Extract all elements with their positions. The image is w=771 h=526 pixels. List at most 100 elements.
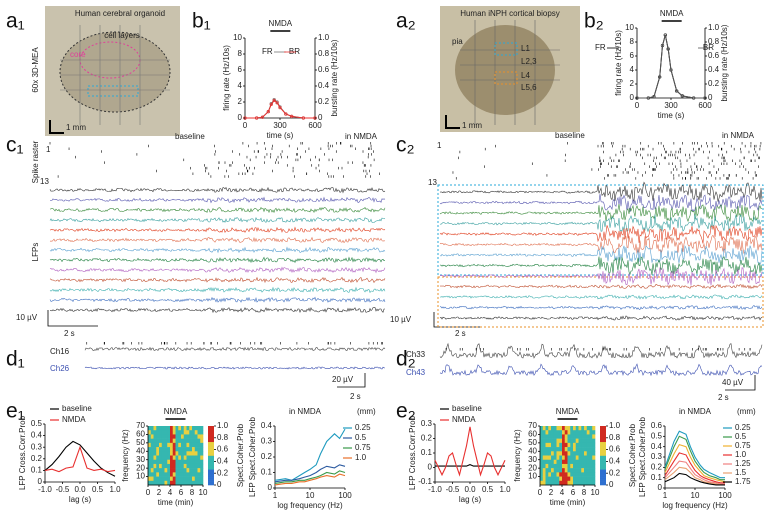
photo-title: Human cerebral organoid: [75, 9, 165, 18]
colorbar-cell: [600, 426, 606, 429]
axis-label: LFPs: [31, 243, 40, 262]
x-tick-label: -0.5: [56, 485, 70, 494]
heatmap-cell: [159, 468, 163, 473]
series-line: [664, 430, 725, 479]
heatmap-cell: [148, 455, 152, 461]
series-line: [637, 34, 705, 99]
heatmap-cell: [559, 442, 563, 448]
heatmap-cell: [548, 468, 552, 473]
heatmap-cell: [189, 451, 193, 456]
heatmap-cell: [551, 451, 555, 456]
heatmap-cell: [551, 472, 555, 477]
heatmap-cell: [164, 451, 168, 456]
colorbar-tick-label: 0.2: [609, 468, 621, 477]
heatmap-cell: [164, 426, 168, 431]
heatmap-cell: [573, 472, 577, 477]
colorbar-tick-label: 0.8: [609, 433, 621, 442]
heatmap-cell: [148, 472, 152, 477]
heatmap-cell: [592, 468, 596, 473]
heatmap-cell: [586, 480, 590, 486]
heatmap-cell: [575, 459, 579, 465]
y-tick-label: 0: [630, 93, 635, 102]
colorbar-cell: [208, 471, 214, 474]
heatmap-cell: [578, 476, 582, 482]
y-tick-label: 0.4: [261, 421, 273, 430]
heatmap-cell: [161, 476, 165, 482]
x-tick-label: 10: [306, 491, 315, 500]
heatmap-cell: [150, 426, 154, 431]
heatmap-cell: [148, 442, 152, 448]
heatmap-cell: [578, 426, 582, 431]
heatmap-cell: [183, 480, 187, 486]
panel-label: d₁: [6, 348, 25, 371]
heatmap-cell: [586, 472, 590, 477]
heatmap-cell: [164, 447, 168, 452]
heatmap-cell: [186, 438, 190, 444]
x-tick-label: 600: [308, 121, 322, 130]
heatmap-cell: [575, 472, 579, 477]
colorbar-cell: [600, 455, 606, 458]
heatmap-cell: [189, 438, 193, 444]
lfp-trace: [439, 294, 763, 300]
y-axis-label: LFP Cross.Corr.Prob: [408, 415, 417, 490]
heatmap-cell: [575, 476, 579, 482]
channel-label: 13: [428, 178, 437, 187]
data-point: [243, 116, 247, 120]
lfp-trace: [439, 181, 763, 202]
heatmap-cell: [553, 426, 557, 431]
heatmap-cell: [192, 476, 196, 482]
scale-bar: [337, 373, 366, 388]
heatmap-cell: [161, 463, 165, 469]
heatmap-cell: [200, 480, 204, 486]
heatmap-cell: [197, 438, 201, 444]
heatmap-cell: [559, 426, 563, 431]
heatmap-cell: [586, 442, 590, 448]
colorbar-tick-label: 0.6: [217, 445, 229, 454]
heatmap-cell: [586, 455, 590, 461]
x-tick-label: 8: [582, 488, 587, 497]
panel-label: d₂: [396, 348, 416, 371]
heatmap-cell: [584, 451, 588, 456]
heatmap-cell: [192, 430, 196, 435]
heatmap-cell: [570, 459, 574, 465]
channel-label: Ch16: [50, 347, 70, 356]
colorbar-cell: [600, 427, 606, 431]
heatmap-cell: [148, 438, 152, 444]
heatmap-cell: [562, 476, 566, 482]
colorbar-cell: [600, 481, 606, 484]
condition-label: in NMDA: [722, 131, 755, 140]
panel-label: a₁: [6, 10, 25, 33]
heatmap-cell: [186, 468, 190, 473]
heatmap-cell: [564, 476, 568, 482]
heatmap-cell: [197, 430, 201, 435]
heatmap-cell: [540, 451, 544, 456]
y2-tick-label: 0: [318, 113, 323, 122]
heatmap-cell: [175, 442, 179, 448]
x-axis-label: log frequency (Hz): [277, 501, 343, 510]
heatmap-cell: [186, 442, 190, 448]
heatmap-cell: [551, 442, 555, 448]
lfp-trace: [49, 246, 386, 254]
heatmap-cell: [200, 451, 204, 456]
heatmap-cell: [194, 459, 198, 465]
y-tick-label: 0.6: [651, 421, 663, 430]
heatmap-cell: [548, 459, 552, 465]
heatmap-cell: [200, 476, 204, 482]
heatmap-cell: [172, 451, 176, 456]
heatmap-cell: [159, 472, 163, 477]
heatmap-cell: [551, 476, 555, 482]
heatmap-cell: [573, 434, 577, 439]
heatmap-cell: [159, 455, 163, 461]
series-line: [435, 464, 505, 467]
data-point: [278, 105, 282, 110]
heatmap-cell: [192, 455, 196, 461]
heatmap-cell: [161, 447, 165, 452]
heatmap-cell: [564, 438, 568, 444]
heatmap-cell: [150, 468, 154, 473]
heatmap-cell: [164, 442, 168, 448]
heatmap-cell: [178, 455, 182, 461]
heatmap-cell: [178, 476, 182, 482]
colorbar-cell: [600, 465, 606, 468]
heatmap-cell: [592, 438, 596, 444]
colorbar-cell: [208, 427, 214, 431]
